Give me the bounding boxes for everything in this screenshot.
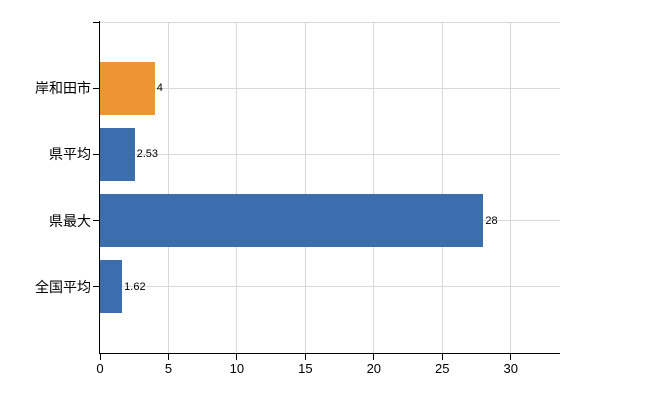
- x-tick-label: 5: [164, 361, 173, 376]
- y-tick: [93, 286, 100, 288]
- x-tick: [99, 353, 101, 360]
- y-tick: [93, 220, 100, 222]
- category-label: 県最大: [49, 212, 91, 229]
- horizontal-gridline: [100, 21, 560, 23]
- plot-area: 4 2.53 28 1.62: [100, 21, 560, 353]
- bar: [100, 194, 484, 248]
- x-tick-label: 15: [298, 361, 313, 376]
- vertical-gridline: [373, 22, 375, 353]
- vertical-gridline: [236, 22, 238, 353]
- x-tick: [304, 353, 306, 360]
- x-tick-label: 0: [96, 361, 104, 376]
- bar: [100, 127, 135, 181]
- bar: [100, 260, 123, 314]
- horizontal-gridline: [100, 87, 560, 89]
- bar-value-label: 28: [485, 214, 498, 227]
- vertical-gridline: [304, 22, 306, 353]
- bar-value-label: 1.62: [124, 280, 146, 293]
- category-label: 全国平均: [35, 278, 91, 295]
- x-tick: [236, 353, 238, 360]
- category-label: 県平均: [49, 146, 91, 163]
- x-tick: [510, 353, 512, 360]
- y-tick: [93, 87, 100, 89]
- vertical-gridline: [441, 22, 443, 353]
- x-tick-label: 20: [366, 361, 382, 376]
- x-tick: [167, 353, 169, 360]
- y-axis-line: [99, 21, 100, 354]
- bar: [100, 61, 155, 115]
- y-tick: [93, 153, 100, 155]
- bar-value-label: 2.53: [136, 148, 159, 161]
- x-tick-label: 30: [503, 361, 518, 376]
- category-label: 岸和田市: [35, 80, 91, 97]
- y-tick: [93, 21, 100, 23]
- horizontal-gridline: [100, 153, 560, 155]
- x-axis-line: [99, 353, 560, 354]
- x-tick-label: 25: [435, 361, 450, 376]
- horizontal-gridline: [100, 286, 560, 288]
- x-tick-label: 10: [229, 361, 245, 376]
- x-tick: [441, 353, 443, 360]
- bar-value-label: 4: [156, 82, 163, 95]
- vertical-gridline: [510, 22, 512, 353]
- vertical-gridline: [167, 22, 169, 353]
- x-tick: [373, 353, 375, 360]
